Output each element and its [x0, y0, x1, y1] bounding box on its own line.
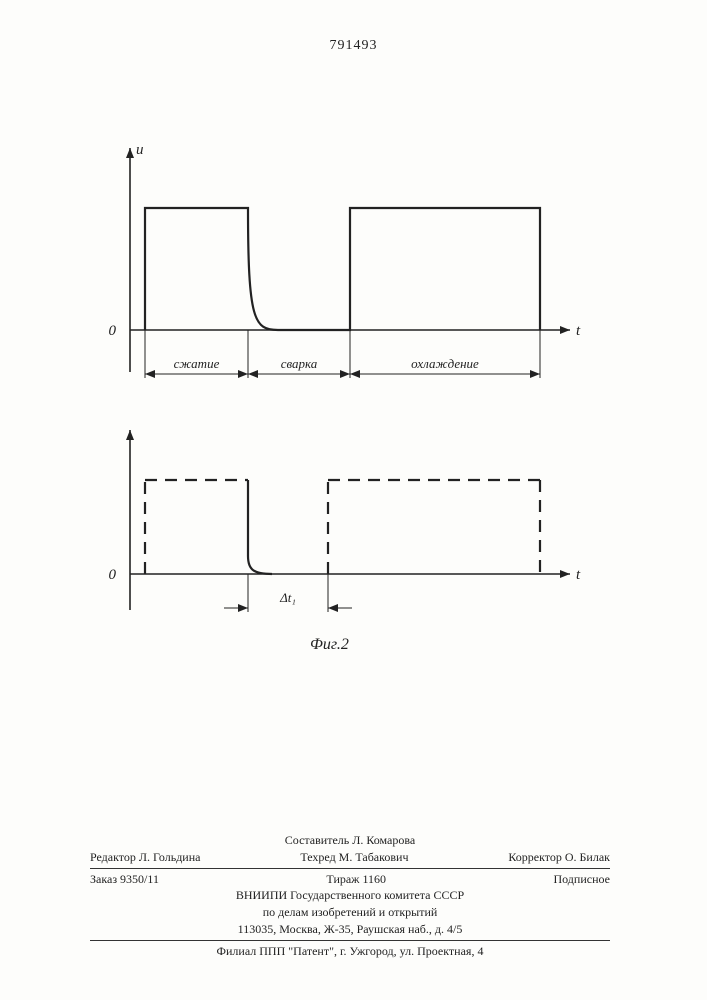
order-number: Заказ 9350/11: [90, 871, 159, 888]
svg-text:сварка: сварка: [281, 356, 318, 371]
techred: Техред М. Табакович: [300, 849, 408, 866]
org-line-2: по делам изобретений и открытий: [90, 904, 610, 921]
svg-text:0: 0: [109, 567, 117, 583]
subscript: Подписное: [553, 871, 610, 888]
svg-text:t: t: [576, 323, 581, 339]
compiler: Составитель Л. Комарова: [90, 832, 610, 849]
figure-label: Фиг.2: [310, 636, 349, 654]
svg-text:0: 0: [109, 323, 117, 339]
editor: Редактор Л. Гольдина: [90, 849, 200, 866]
svg-text:Δt₁: Δt₁: [279, 590, 296, 605]
address: 113035, Москва, Ж-35, Раушская наб., д. …: [90, 921, 610, 938]
credits-block: Составитель Л. Комарова Редактор Л. Голь…: [90, 832, 610, 960]
svg-text:сжатие: сжатие: [174, 356, 220, 371]
branch: Филиал ППП "Патент", г. Ужгород, ул. Про…: [90, 943, 610, 960]
svg-text:u: u: [136, 142, 144, 158]
svg-text:t: t: [576, 567, 581, 583]
org-line-1: ВНИИПИ Государственного комитета СССР: [90, 887, 610, 904]
svg-text:охлаждение: охлаждение: [411, 356, 479, 371]
corrector: Корректор О. Билак: [508, 849, 610, 866]
tirazh: Тираж 1160: [326, 871, 386, 888]
